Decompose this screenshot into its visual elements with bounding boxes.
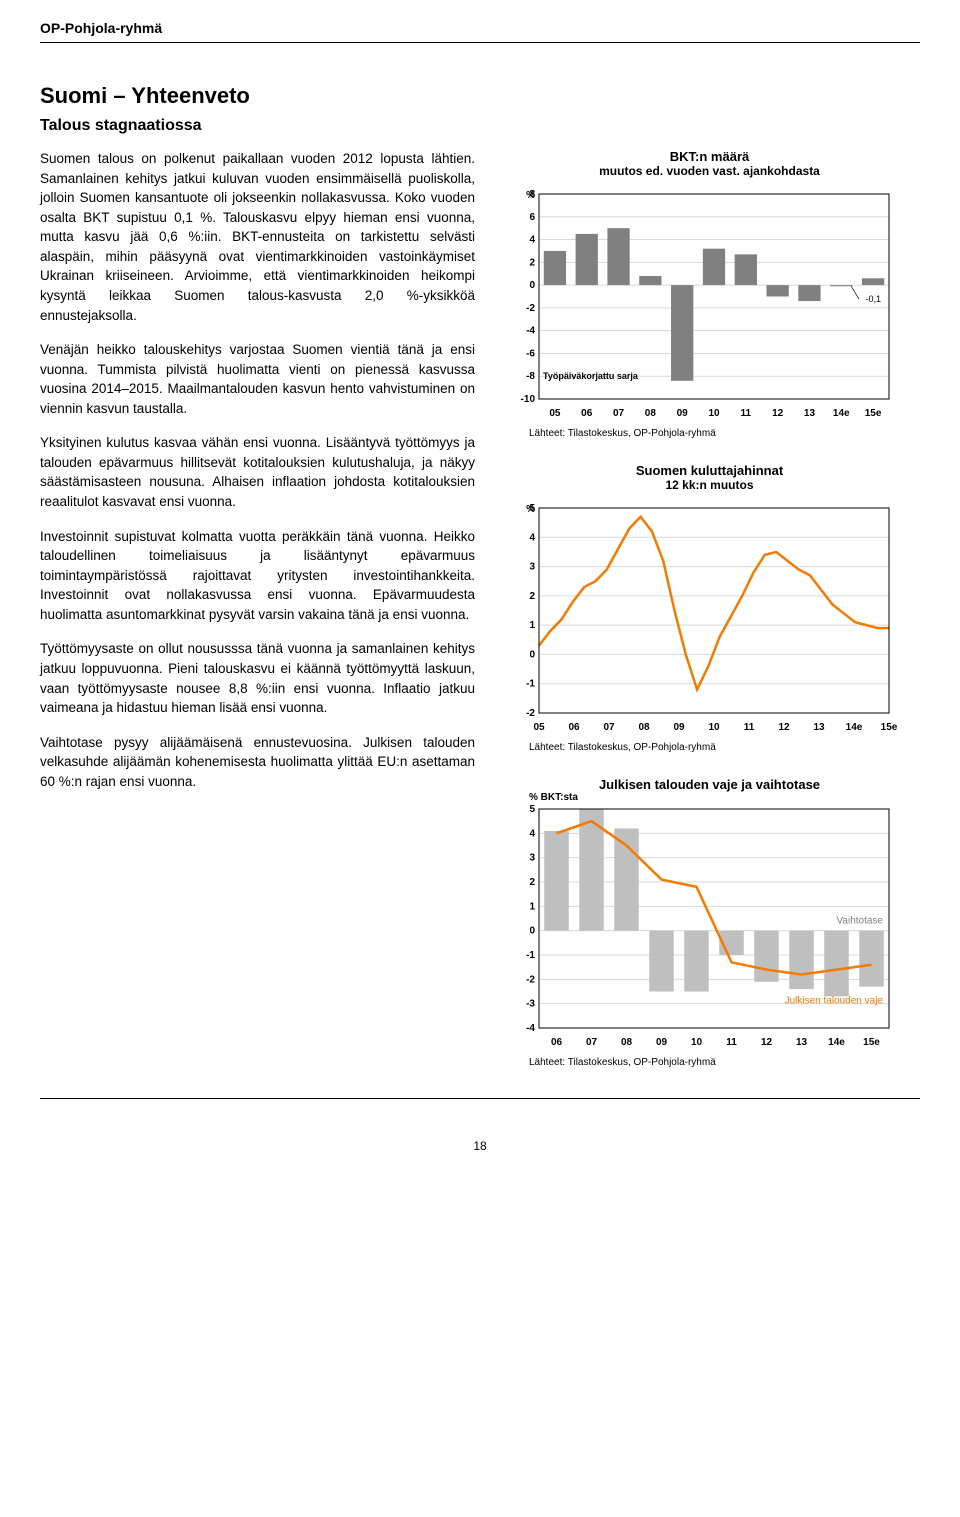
svg-text:-4: -4 [526, 326, 535, 337]
svg-text:07: 07 [613, 408, 625, 419]
svg-text:-1: -1 [526, 679, 535, 690]
paragraph: Venäjän heikko talouskehitys varjostaa S… [40, 340, 475, 418]
svg-text:11: 11 [726, 1037, 737, 1048]
svg-text:-2: -2 [526, 708, 535, 719]
svg-text:4: 4 [529, 828, 535, 839]
svg-text:08: 08 [645, 408, 657, 419]
paragraph: Työttömyysaste on ollut noususssa tänä v… [40, 639, 475, 717]
svg-text:12: 12 [761, 1037, 773, 1048]
svg-text:14e: 14e [833, 408, 850, 419]
svg-text:09: 09 [677, 408, 689, 419]
svg-text:-2: -2 [526, 303, 535, 314]
svg-text:0: 0 [529, 280, 535, 291]
chart-svg: 543210-1-2-3-4VaihtotaseJulkisen taloude… [499, 803, 899, 1053]
svg-text:Julkisen talouden vaje: Julkisen talouden vaje [785, 996, 884, 1007]
chart-ylabel: % BKT:sta [499, 792, 920, 803]
paragraph: Suomen talous on polkenut paikallaan vuo… [40, 149, 475, 325]
svg-text:%: % [526, 190, 535, 201]
svg-text:6: 6 [529, 212, 535, 223]
svg-text:-1: -1 [526, 950, 535, 961]
text-column: Suomen talous on polkenut paikallaan vuo… [40, 149, 475, 1068]
svg-text:-10: -10 [521, 394, 536, 405]
svg-text:4: 4 [529, 235, 535, 246]
svg-text:14e: 14e [828, 1037, 845, 1048]
svg-text:3: 3 [529, 562, 535, 573]
svg-text:2: 2 [529, 257, 535, 268]
svg-text:-0,1: -0,1 [865, 294, 881, 304]
brand-header: OP-Pohjola-ryhmä [40, 20, 920, 36]
svg-text:10: 10 [708, 408, 720, 419]
svg-text:2: 2 [529, 591, 535, 602]
chart-source: Lähteet: Tilastokeskus, OP-Pohjola-ryhmä [499, 1057, 920, 1068]
svg-text:-6: -6 [526, 348, 535, 359]
svg-text:07: 07 [586, 1037, 598, 1048]
chart-column: BKT:n määrä muutos ed. vuoden vast. ajan… [499, 149, 920, 1068]
svg-text:-3: -3 [526, 999, 535, 1010]
svg-text:5: 5 [529, 804, 535, 815]
svg-text:11: 11 [741, 408, 752, 419]
bottom-divider [40, 1098, 920, 1099]
svg-text:-8: -8 [526, 371, 535, 382]
svg-text:13: 13 [804, 408, 816, 419]
svg-text:12: 12 [772, 408, 784, 419]
section-title: Suomi – Yhteenveto [40, 83, 920, 109]
svg-text:Työpäiväkorjattu sarja: Työpäiväkorjattu sarja [543, 371, 639, 381]
svg-text:06: 06 [568, 722, 580, 733]
svg-text:-4: -4 [526, 1023, 535, 1034]
svg-text:13: 13 [796, 1037, 808, 1048]
svg-text:-2: -2 [526, 974, 535, 985]
chart-deficit: Julkisen talouden vaje ja vaihtotase % B… [499, 777, 920, 1068]
paragraph: Yksityinen kulutus kasvaa vähän ensi vuo… [40, 433, 475, 511]
page: OP-Pohjola-ryhmä Suomi – Yhteenveto Talo… [0, 0, 960, 1193]
svg-text:09: 09 [673, 722, 685, 733]
svg-text:2: 2 [529, 877, 535, 888]
svg-text:10: 10 [691, 1037, 703, 1048]
svg-text:4: 4 [529, 532, 535, 543]
svg-text:08: 08 [638, 722, 650, 733]
svg-text:06: 06 [551, 1037, 563, 1048]
chart-title: BKT:n määrä [499, 149, 920, 164]
svg-text:10: 10 [708, 722, 720, 733]
svg-text:11: 11 [744, 722, 755, 733]
chart-source: Lähteet: Tilastokeskus, OP-Pohjola-ryhmä [499, 742, 920, 753]
paragraph: Investoinnit supistuvat kolmatta vuotta … [40, 527, 475, 625]
svg-text:15e: 15e [863, 1037, 880, 1048]
svg-text:09: 09 [656, 1037, 668, 1048]
svg-text:Vaihtotase: Vaihtotase [836, 915, 883, 926]
svg-text:15e: 15e [865, 408, 882, 419]
chart-subtitle: 12 kk:n muutos [499, 478, 920, 492]
svg-text:3: 3 [529, 853, 535, 864]
paragraph: Vaihtotase pysyy alijäämäisenä ennustevu… [40, 733, 475, 792]
svg-text:05: 05 [533, 722, 545, 733]
svg-text:1: 1 [529, 620, 535, 631]
svg-text:14e: 14e [846, 722, 863, 733]
svg-text:05: 05 [549, 408, 561, 419]
chart-subtitle: muutos ed. vuoden vast. ajankohdasta [499, 164, 920, 178]
svg-text:13: 13 [813, 722, 825, 733]
page-number: 18 [40, 1139, 920, 1153]
svg-text:06: 06 [581, 408, 593, 419]
chart-title: Suomen kuluttajahinnat [499, 463, 920, 478]
chart-cpi: Suomen kuluttajahinnat 12 kk:n muutos 54… [499, 463, 920, 753]
svg-text:1: 1 [529, 901, 535, 912]
chart-title: Julkisen talouden vaje ja vaihtotase [499, 777, 920, 792]
chart-bkt: BKT:n määrä muutos ed. vuoden vast. ajan… [499, 149, 920, 439]
svg-text:0: 0 [529, 926, 535, 937]
chart-svg: 543210-1-2%05060708091011121314e15e [499, 498, 899, 738]
svg-text:%: % [526, 504, 535, 515]
svg-text:12: 12 [778, 722, 790, 733]
subtitle: Talous stagnaatiossa [40, 117, 920, 135]
content-row: Suomen talous on polkenut paikallaan vuo… [40, 149, 920, 1068]
svg-text:0: 0 [529, 649, 535, 660]
top-divider [40, 42, 920, 43]
svg-text:15e: 15e [881, 722, 898, 733]
chart-source: Lähteet: Tilastokeskus, OP-Pohjola-ryhmä [499, 428, 920, 439]
svg-text:08: 08 [621, 1037, 633, 1048]
svg-text:07: 07 [603, 722, 615, 733]
chart-svg: 86420-2-4-6-8-10%-0,1Työpäiväkorjattu sa… [499, 184, 899, 424]
